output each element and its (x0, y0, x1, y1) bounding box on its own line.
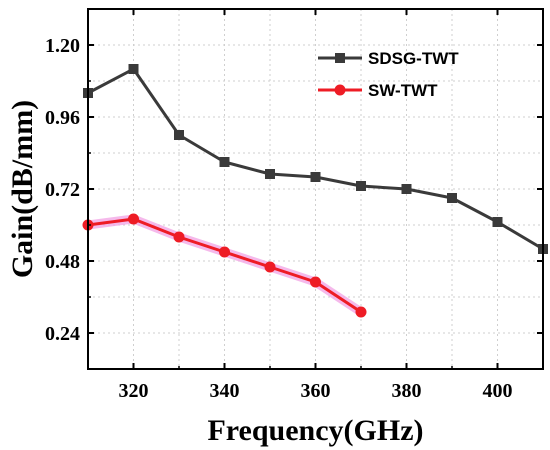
x-axis-title: Frequency(GHz) (207, 414, 423, 447)
data-point-square (492, 217, 503, 227)
y-tick-label: 0.24 (45, 323, 80, 345)
data-point-circle (173, 231, 185, 243)
data-point-square (310, 172, 321, 182)
data-point-circle (355, 306, 367, 318)
y-tick-label: 0.72 (45, 179, 80, 201)
legend-marker-circle (334, 84, 346, 96)
x-tick-label: 320 (119, 380, 149, 402)
data-point-circle (128, 213, 139, 225)
data-point-circle (219, 246, 230, 258)
y-tick-label: 1.20 (45, 35, 80, 57)
data-point-square (265, 169, 275, 179)
legend-label: SW-TWT (368, 81, 438, 100)
data-point-square (174, 130, 184, 140)
data-point-circle (310, 276, 321, 288)
y-tick-label: 0.48 (45, 251, 80, 273)
data-point-square (219, 157, 230, 167)
axes: 0.24 0.48 0.72 0.96 1.20 320 340 360 380 400 (45, 9, 543, 402)
legend-marker-square (335, 53, 345, 63)
data-point-square (128, 64, 139, 74)
data-point-square (401, 184, 412, 194)
legend: SDSG-TWT SW-TWT (318, 49, 459, 100)
data-point-square (356, 181, 366, 191)
x-tick-label: 340 (210, 380, 240, 402)
y-tick-label: 0.96 (45, 107, 80, 129)
data-point-circle (264, 261, 276, 273)
legend-label: SDSG-TWT (368, 49, 459, 68)
x-tick-label: 400 (483, 380, 513, 402)
x-tick-label: 380 (392, 380, 422, 402)
data-point-square (447, 193, 457, 203)
x-tick-label: 360 (301, 380, 331, 402)
series-layer (82, 64, 548, 318)
grid (88, 9, 543, 369)
y-axis-title: Gain(dB/mm) (6, 100, 39, 278)
